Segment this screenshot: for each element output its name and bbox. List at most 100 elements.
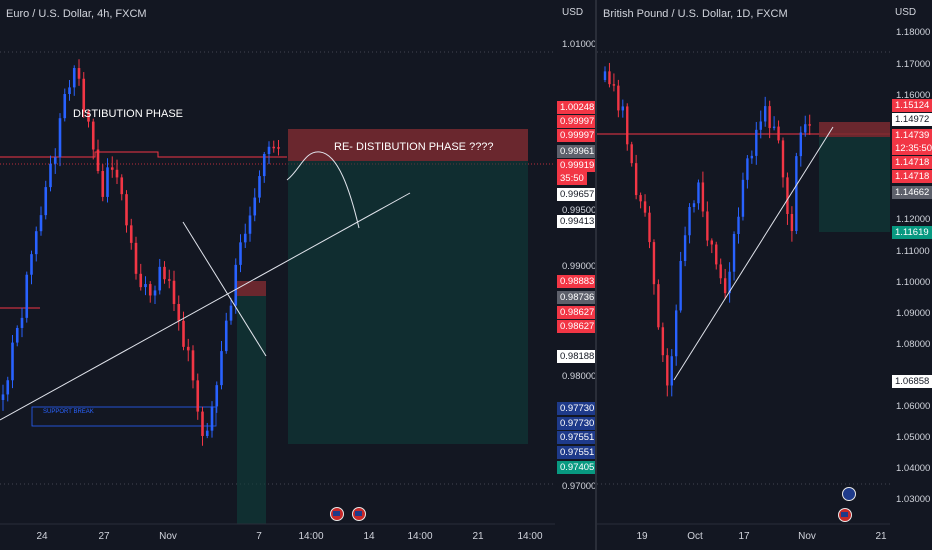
candle-body <box>277 147 280 149</box>
candle-body <box>153 290 157 296</box>
candle-body <box>626 106 629 145</box>
candle-body <box>63 94 67 119</box>
candle-body <box>639 195 642 202</box>
time-tick-label: 24 <box>36 531 48 542</box>
candle-body <box>224 320 228 352</box>
candle-body <box>804 124 807 133</box>
trend-line <box>0 192 411 421</box>
candle-body <box>20 317 24 328</box>
candle-body <box>737 216 740 234</box>
time-tick-label: Nov <box>798 531 816 542</box>
time-tick-label: 14 <box>363 531 375 542</box>
target-zone <box>819 137 890 232</box>
candle-body <box>728 271 731 294</box>
us-flag-icon[interactable] <box>330 507 344 521</box>
candle-body <box>267 146 271 154</box>
candle-body <box>750 155 754 159</box>
us-flag-icon[interactable] <box>838 508 852 522</box>
price-tick-label: 0.98000 <box>562 371 597 382</box>
left-currency-label: USD <box>562 7 584 18</box>
candle-body <box>630 144 633 164</box>
candle-body <box>91 121 95 150</box>
time-tick-label: 7 <box>256 531 262 542</box>
price-tick-label: 1.05000 <box>896 432 931 443</box>
candle-body <box>177 303 181 321</box>
candle-body <box>675 310 678 357</box>
time-tick-label: Oct <box>687 531 703 542</box>
candle-body <box>125 194 128 226</box>
left-time-axis[interactable]: 24 27 Nov 7 14:00 14 14:00 21 14:00 <box>0 524 555 550</box>
candle-body <box>258 176 261 198</box>
price-tick-label: 1.03000 <box>896 494 931 505</box>
candle-body <box>68 87 71 95</box>
price-tick-label: 0.97000 <box>562 481 597 492</box>
candle-body <box>741 179 745 217</box>
target-zone <box>288 161 528 444</box>
price-tick-label: 1.11000 <box>896 246 930 257</box>
price-tag: 0.97551 <box>557 446 598 459</box>
candle-body <box>683 235 687 261</box>
projection-curve <box>286 151 360 229</box>
candle-body <box>759 121 762 130</box>
candle-body <box>701 182 705 212</box>
price-tick-label: 0.99500 <box>562 205 597 216</box>
candle-body <box>34 231 38 255</box>
distribution-phase-label: DISTIBUTION PHASE <box>73 108 184 120</box>
candle-body <box>115 169 119 178</box>
candle-body <box>262 153 266 177</box>
candle-body <box>706 211 709 241</box>
us-flag-icon[interactable] <box>352 507 366 521</box>
resistance-line <box>0 151 287 158</box>
price-tag: 35:50 <box>557 172 587 185</box>
left-chart-canvas[interactable] <box>0 0 555 550</box>
candle-body <box>25 274 29 318</box>
time-tick-label: 27 <box>98 531 110 542</box>
trend-line <box>182 221 267 357</box>
candle-body <box>182 320 185 347</box>
price-tag: 0.97730 <box>557 417 598 430</box>
candle-body <box>670 356 673 386</box>
right-price-axis[interactable]: USD 1.18000 1.17000 1.16000 1.12000 1.11000 1… <box>890 0 932 550</box>
price-tag: 0.98188 <box>557 350 598 363</box>
price-tick-label: 1.01000 <box>562 39 597 50</box>
trend-line <box>673 126 834 381</box>
price-tag: 12:35:50 <box>892 142 932 155</box>
candle-body <box>101 170 105 197</box>
price-tag: 1.14718 <box>892 170 932 183</box>
candle-body <box>679 260 682 311</box>
uk-flag-icon[interactable] <box>842 487 856 501</box>
candle-body <box>715 244 718 265</box>
price-tick-label: 1.12000 <box>896 214 931 225</box>
candle-body <box>746 158 749 180</box>
candle-body <box>49 163 52 188</box>
right-chart-pane[interactable]: British Pound / U.S. Dollar, 1D, FXCM <box>597 0 890 550</box>
candle-body <box>196 380 200 412</box>
candle-body <box>710 240 713 245</box>
candle-body <box>764 106 767 122</box>
price-tick-label: 0.99000 <box>562 261 597 272</box>
right-chart-canvas[interactable] <box>597 0 890 550</box>
right-time-axis[interactable]: 19 Oct 17 Nov 21 <box>597 524 890 550</box>
candle-body <box>191 350 195 381</box>
price-tag: 1.14739 <box>892 129 932 142</box>
price-tag: 0.98627 <box>557 320 598 333</box>
time-tick-label: Nov <box>159 531 177 542</box>
pane-divider[interactable] <box>595 0 597 550</box>
candle-body <box>201 411 204 436</box>
candle-body <box>808 124 811 126</box>
candle-body <box>243 233 247 243</box>
candle-body <box>53 157 57 164</box>
left-price-axis[interactable]: USD 1.01000 0.99500 0.99000 0.98000 0.97000 … <box>555 0 598 550</box>
time-tick-label: 21 <box>875 531 887 542</box>
candle-body <box>239 242 242 265</box>
candle-body <box>723 278 727 294</box>
price-tag: 1.15124 <box>892 99 932 112</box>
candle-body <box>77 68 81 79</box>
left-chart-pane[interactable]: Euro / U.S. Dollar, 4h, FXCM DISTIBUTION… <box>0 0 555 550</box>
candle-body <box>719 264 722 279</box>
candle-body <box>6 380 10 395</box>
price-tick-label: 1.10000 <box>896 277 931 288</box>
time-tick-label: 14:00 <box>407 531 433 542</box>
candle-body <box>777 126 780 141</box>
price-tag: 1.14662 <box>892 186 932 199</box>
